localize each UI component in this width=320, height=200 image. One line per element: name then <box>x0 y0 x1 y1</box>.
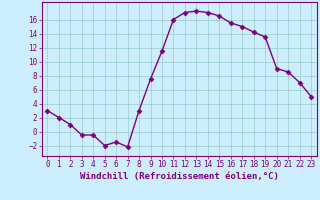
X-axis label: Windchill (Refroidissement éolien,°C): Windchill (Refroidissement éolien,°C) <box>80 172 279 181</box>
